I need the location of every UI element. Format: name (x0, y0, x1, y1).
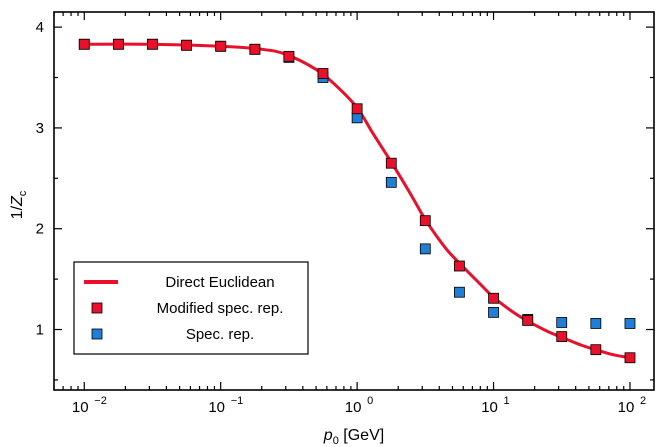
marker-spec-rep (590, 318, 602, 329)
marker-modified-spec-rep (590, 344, 602, 356)
legend-label-direct-euclidean: Direct Euclidean (165, 274, 274, 291)
marker-modified-spec-rep (522, 315, 534, 326)
y-tick-label: 2 (36, 221, 44, 238)
legend-swatch-spec-rep (91, 328, 103, 340)
marker-layer (78, 38, 636, 364)
marker-modified-spec-rep (113, 38, 124, 50)
marker-modified-spec-rep (78, 38, 90, 50)
y-tick-label: 3 (36, 120, 44, 137)
legend-box (73, 261, 309, 355)
x-tick-label: 10 (345, 399, 362, 416)
legend-label-spec-rep: Spec. rep. (186, 326, 254, 343)
x-tick-label-exponent: 1 (504, 395, 510, 407)
y-axis-title: 1/Zc (9, 190, 29, 219)
marker-spec-rep (385, 176, 397, 188)
marker-modified-spec-rep (385, 157, 397, 169)
marker-spec-rep (351, 112, 363, 124)
x-tick-label-exponent: −1 (231, 395, 244, 407)
marker-modified-spec-rep (147, 38, 158, 50)
marker-spec-rep (454, 286, 465, 298)
x-tick-label-exponent: −2 (94, 395, 107, 407)
x-tick-label-exponent: 2 (640, 395, 646, 407)
marker-modified-spec-rep (249, 43, 261, 55)
marker-spec-rep (624, 318, 636, 329)
marker-modified-spec-rep (181, 39, 192, 51)
marker-modified-spec-rep (488, 292, 499, 304)
marker-modified-spec-rep (283, 50, 295, 62)
marker-spec-rep (488, 306, 499, 318)
marker-modified-spec-rep (351, 103, 363, 115)
x-tick-label: 10 (618, 399, 635, 416)
marker-modified-spec-rep (215, 40, 227, 52)
label-layer: 10 −2 10 −1 10 0 10 1 10 2 1 2 3 4 p0 [GeV] 1/Zc (9, 19, 646, 447)
legend: Direct Euclidean Modified spec. rep. Spec.… (73, 261, 309, 355)
marker-modified-spec-rep (556, 331, 568, 342)
x-axis-title: p0 [GeV] (323, 427, 384, 447)
y-tick-label: 4 (36, 19, 44, 36)
x-tick-label: 10 (481, 399, 498, 416)
marker-modified-spec-rep (624, 352, 636, 364)
marker-spec-rep (419, 243, 431, 255)
x-tick-label: 10 (208, 399, 225, 416)
tick-layer (53, 12, 654, 390)
x-tick-label: 10 (72, 399, 89, 416)
marker-modified-spec-rep (454, 260, 465, 272)
marker-modified-spec-rep (317, 68, 329, 79)
marker-modified-spec-rep (419, 215, 431, 227)
marker-spec-rep (556, 317, 568, 328)
x-tick-label-exponent: 0 (367, 395, 373, 407)
plot-frame (53, 11, 655, 391)
legend-swatch-modified-spec-rep (91, 302, 103, 314)
legend-label-modified-spec-rep: Modified spec. rep. (157, 300, 284, 317)
y-tick-label: 1 (36, 322, 44, 339)
